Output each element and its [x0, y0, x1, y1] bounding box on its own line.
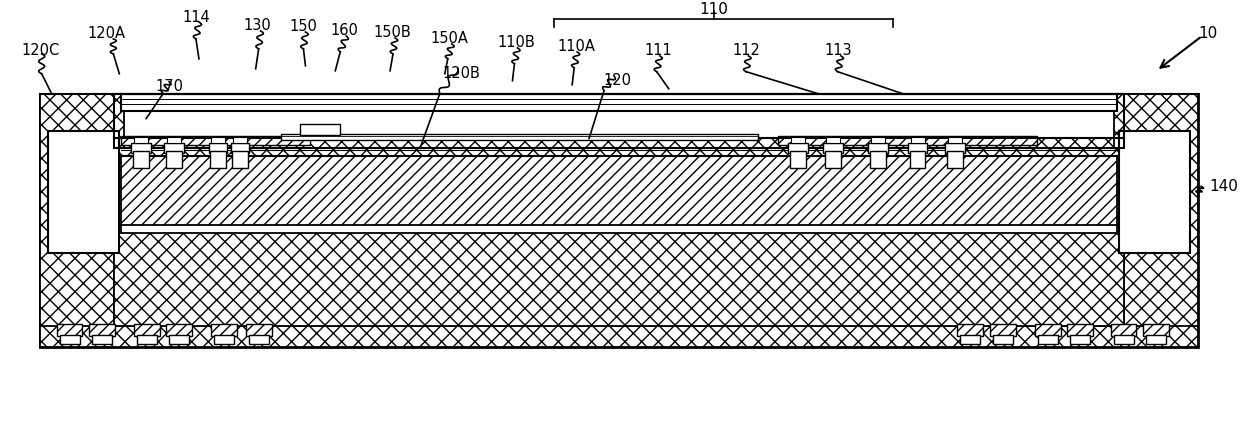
Bar	[40, 94, 1198, 347]
Bar	[210, 152, 226, 169]
Bar	[122, 225, 1116, 233]
Bar	[93, 334, 113, 345]
Text: 114: 114	[182, 9, 210, 25]
Bar	[232, 152, 248, 169]
Bar	[40, 325, 1198, 347]
Bar	[1066, 324, 1092, 336]
Bar	[167, 138, 181, 143]
Bar	[790, 152, 806, 169]
Bar	[870, 138, 884, 143]
Bar	[1035, 324, 1061, 336]
Bar	[246, 324, 272, 336]
Bar	[868, 143, 888, 153]
Bar	[789, 143, 808, 153]
Bar	[122, 94, 1116, 110]
Bar	[169, 334, 188, 345]
Bar	[47, 131, 119, 253]
Text: 120: 120	[603, 73, 631, 88]
Text: 110B: 110B	[497, 35, 536, 51]
Text: 160: 160	[330, 24, 358, 38]
Bar	[40, 94, 114, 347]
Bar	[1114, 94, 1123, 148]
Bar	[779, 136, 1037, 145]
Bar	[945, 143, 965, 153]
Bar	[910, 138, 925, 143]
Bar	[166, 324, 192, 336]
Bar	[1147, 334, 1167, 345]
Bar	[823, 143, 843, 153]
Bar	[991, 324, 1016, 336]
Bar	[993, 334, 1013, 345]
Bar	[1123, 94, 1198, 347]
Bar	[1118, 131, 1190, 253]
Text: 150: 150	[289, 20, 317, 34]
Bar	[57, 324, 83, 336]
Text: 130: 130	[244, 18, 272, 34]
Text: 112: 112	[733, 43, 760, 59]
Bar	[211, 324, 237, 336]
Text: 150A: 150A	[430, 31, 469, 46]
Text: 120A: 120A	[87, 26, 125, 42]
Bar	[1111, 324, 1137, 336]
Bar	[134, 324, 160, 336]
Bar	[249, 334, 269, 345]
Bar	[1038, 334, 1058, 345]
Bar	[947, 152, 963, 169]
Bar	[826, 138, 839, 143]
Bar	[280, 135, 759, 140]
Bar	[1070, 334, 1090, 345]
Text: 120C: 120C	[22, 43, 60, 59]
Text: 110A: 110A	[557, 39, 595, 55]
Bar	[791, 138, 805, 143]
Bar	[908, 143, 928, 153]
Bar	[114, 139, 1123, 325]
Text: 113: 113	[825, 43, 852, 59]
Bar	[89, 324, 115, 336]
Bar	[233, 138, 247, 143]
Text: 150B: 150B	[373, 25, 410, 41]
Bar	[122, 136, 310, 145]
Bar	[133, 152, 149, 169]
Bar	[231, 143, 249, 153]
Bar	[949, 138, 962, 143]
Bar	[300, 123, 340, 135]
Text: 10: 10	[1199, 26, 1218, 42]
Text: 120B: 120B	[443, 66, 481, 81]
Text: 110: 110	[699, 2, 728, 17]
Bar	[1114, 334, 1133, 345]
Text: 140: 140	[1210, 179, 1239, 194]
Bar	[60, 334, 79, 345]
Bar	[825, 152, 841, 169]
Bar	[131, 143, 151, 153]
Bar	[138, 334, 157, 345]
Bar	[208, 143, 227, 153]
Bar	[134, 138, 149, 143]
Bar	[114, 94, 124, 148]
Bar	[164, 143, 184, 153]
Text: 111: 111	[645, 43, 672, 59]
Bar	[910, 152, 925, 169]
Bar	[213, 334, 234, 345]
Text: 170: 170	[155, 79, 184, 94]
Bar	[1143, 324, 1169, 336]
Bar	[114, 94, 1123, 148]
Bar	[960, 334, 981, 345]
Bar	[869, 152, 885, 169]
Bar	[957, 324, 983, 336]
Bar	[166, 152, 182, 169]
Bar	[122, 156, 1116, 226]
Bar	[211, 138, 224, 143]
